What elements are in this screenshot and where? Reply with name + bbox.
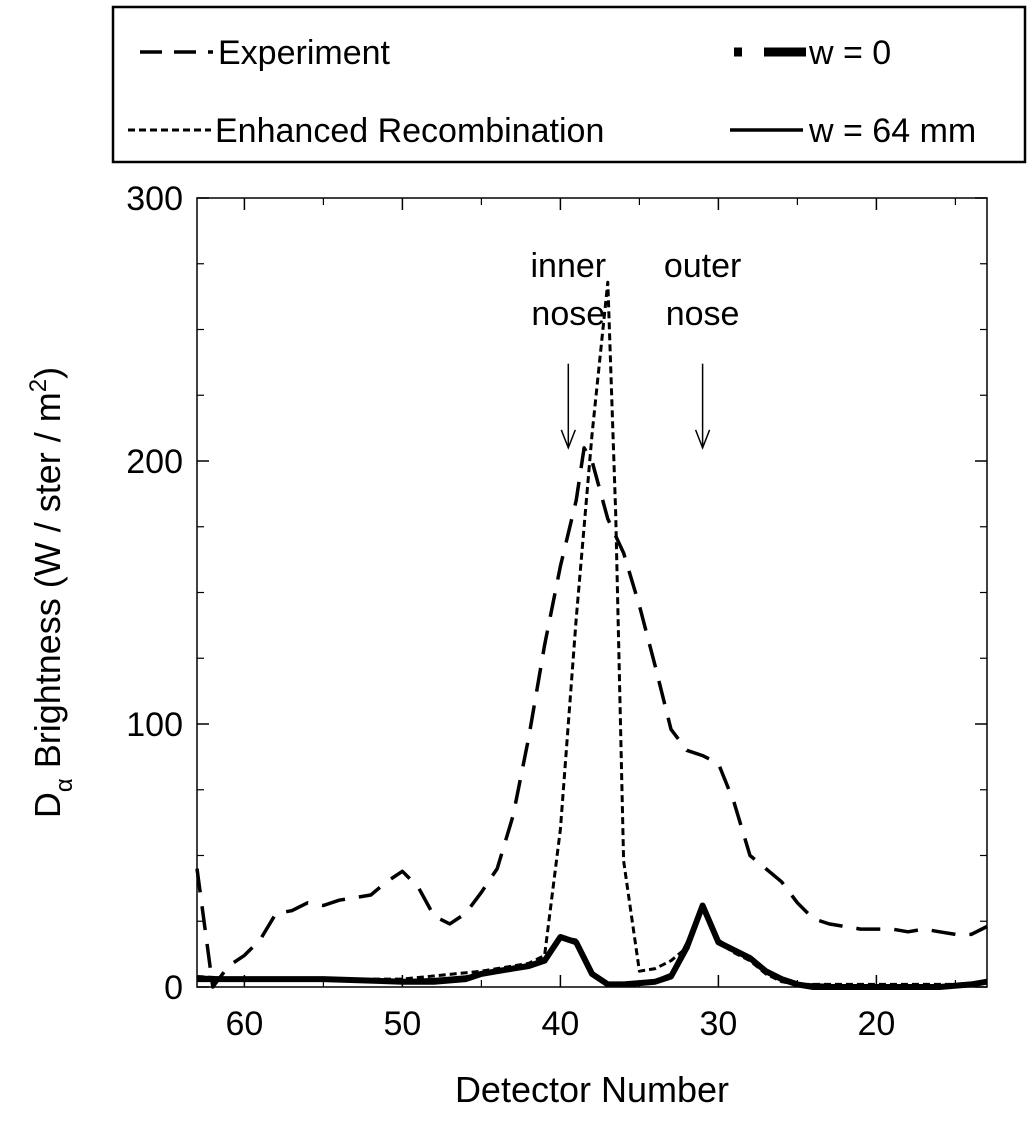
x-tick-label: 40 bbox=[541, 1005, 579, 1043]
legend-label-w0: w = 0 bbox=[808, 34, 891, 72]
x-tick-label: 50 bbox=[383, 1005, 421, 1043]
y-title-sup: 2 bbox=[25, 379, 52, 392]
annotations: inner nose outer nose bbox=[530, 247, 742, 450]
annotation-inner-line-1: nose bbox=[531, 295, 605, 333]
series-group bbox=[195, 280, 988, 990]
x-axis-title: Detector Number bbox=[455, 1069, 729, 1110]
series-line-w-64-mm bbox=[196, 909, 988, 987]
y-tick-label: 0 bbox=[164, 969, 183, 1007]
y-title-main: D bbox=[27, 792, 68, 818]
annotation-outer-line-0: outer bbox=[664, 247, 742, 285]
y-tick-label: 100 bbox=[126, 706, 183, 744]
y-title-rest: Brightness (W / ster / m bbox=[27, 392, 68, 778]
y-axis-title: Dα Brightness (W / ster / m2) bbox=[25, 367, 78, 818]
legend-label-w64: w = 64 mm bbox=[808, 112, 976, 150]
x-tick-label: 20 bbox=[857, 1005, 895, 1043]
legend-label-enhanced: Enhanced Recombination bbox=[215, 112, 604, 150]
y-tick-label: 300 bbox=[126, 180, 183, 218]
svg-text:Dα Brightness (W / ster / m2): Dα Brightness (W / ster / m2) bbox=[25, 367, 78, 818]
x-tick-label: 30 bbox=[699, 1005, 737, 1043]
y-title-sub: α bbox=[51, 778, 78, 792]
annotation-inner-line-0: inner bbox=[530, 247, 606, 285]
annotation-outer-line-1: nose bbox=[666, 295, 740, 333]
legend: Experiment w = 0 Enhanced Recombination … bbox=[111, 5, 1027, 164]
legend-label-experiment: Experiment bbox=[218, 34, 391, 72]
annotation-inner-arrow-head bbox=[560, 429, 576, 450]
series-line-enhanced-recombination bbox=[196, 280, 988, 986]
x-tick-label: 60 bbox=[225, 1005, 263, 1043]
legend-box bbox=[111, 5, 1027, 164]
y-title-end: ) bbox=[27, 367, 68, 379]
y-tick-label: 200 bbox=[126, 443, 183, 481]
series-line-experiment bbox=[195, 446, 988, 989]
annotation-outer-arrow-head bbox=[694, 429, 711, 450]
